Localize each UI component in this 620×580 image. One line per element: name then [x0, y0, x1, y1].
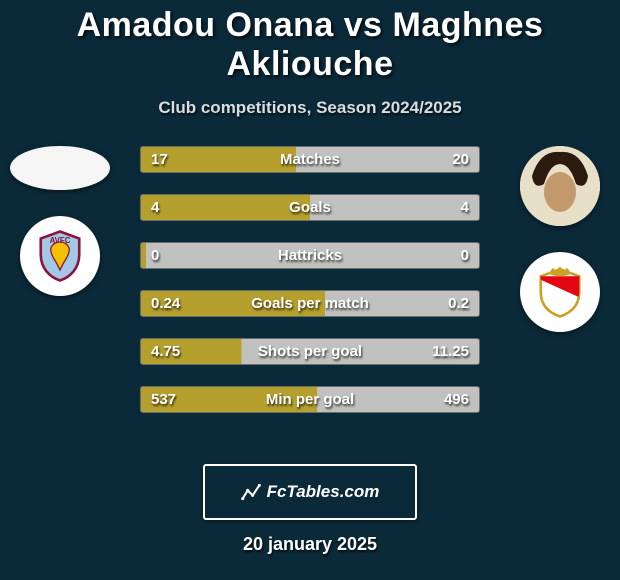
left-column: AVFC: [0, 146, 120, 296]
page-title: Amadou Onana vs Maghnes Akliouche: [0, 0, 620, 84]
stat-label: Hattricks: [141, 243, 479, 268]
avatar-placeholder-icon: [10, 146, 110, 190]
date-label: 20 january 2025: [0, 534, 620, 555]
stat-bar: 4Goals4: [140, 194, 480, 221]
player-avatar-left: [10, 146, 110, 190]
stat-bar: 0Hattricks0: [140, 242, 480, 269]
stat-bar: 537Min per goal496: [140, 386, 480, 413]
stat-label: Goals per match: [141, 291, 479, 316]
avatar-placeholder-icon: [520, 146, 600, 226]
stat-right-value: 11.25: [432, 339, 469, 364]
stat-right-value: 0.2: [448, 291, 469, 316]
player-avatar-right: [520, 146, 600, 226]
stat-bars: 17Matches204Goals40Hattricks00.24Goals p…: [140, 146, 480, 413]
stat-label: Matches: [141, 147, 479, 172]
stat-label: Min per goal: [141, 387, 479, 412]
stat-bar: 0.24Goals per match0.2: [140, 290, 480, 317]
right-column: [500, 146, 620, 332]
stat-label: Shots per goal: [141, 339, 479, 364]
club-badge-left: AVFC: [20, 216, 100, 296]
stat-label: Goals: [141, 195, 479, 220]
brand-label: FcTables.com: [267, 482, 380, 502]
comparison-stage: AVFC 17Matches204Goals40Hattricks00.24Go…: [0, 146, 620, 446]
subtitle: Club competitions, Season 2024/2025: [0, 98, 620, 118]
brand-box: FcTables.com: [203, 464, 417, 520]
club-abbr-left: AVFC: [50, 236, 71, 245]
aston-villa-crest-icon: AVFC: [32, 228, 88, 284]
fctables-logo-icon: [241, 482, 261, 502]
monaco-crest-icon: [532, 264, 588, 320]
club-badge-right: [520, 252, 600, 332]
stat-bar: 4.75Shots per goal11.25: [140, 338, 480, 365]
stat-right-value: 496: [444, 387, 469, 412]
stat-right-value: 0: [461, 243, 469, 268]
stat-right-value: 20: [452, 147, 469, 172]
stat-bar: 17Matches20: [140, 146, 480, 173]
stat-right-value: 4: [461, 195, 469, 220]
